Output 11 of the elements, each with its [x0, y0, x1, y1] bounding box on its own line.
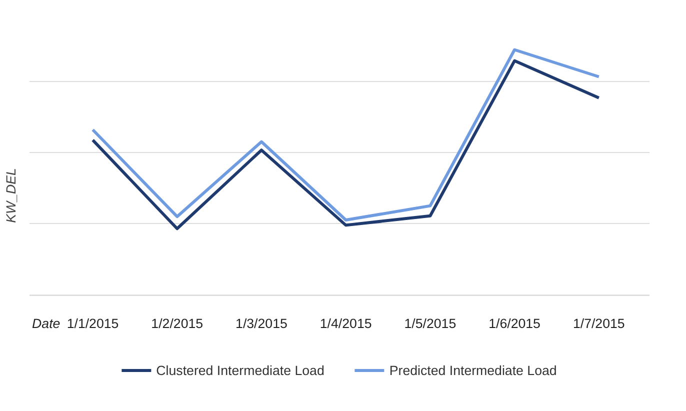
x-axis-title: Date	[32, 316, 60, 332]
x-tick-label: 1/2/2015	[151, 316, 204, 332]
x-tick-label: 1/4/2015	[320, 316, 372, 332]
x-tick-label: 1/5/2015	[404, 316, 456, 332]
x-tick-label: 1/6/2015	[488, 316, 540, 332]
legend-label: Clustered Intermediate Load	[156, 362, 324, 378]
x-tick-label: 1/7/2015	[572, 316, 625, 332]
x-tick-label: 1/3/2015	[236, 316, 288, 332]
legend-label: Predicted Intermediate Load	[389, 362, 557, 378]
y-axis-title: KW_DEL	[4, 168, 18, 223]
x-tick-label: 1/1/2015	[66, 316, 119, 332]
